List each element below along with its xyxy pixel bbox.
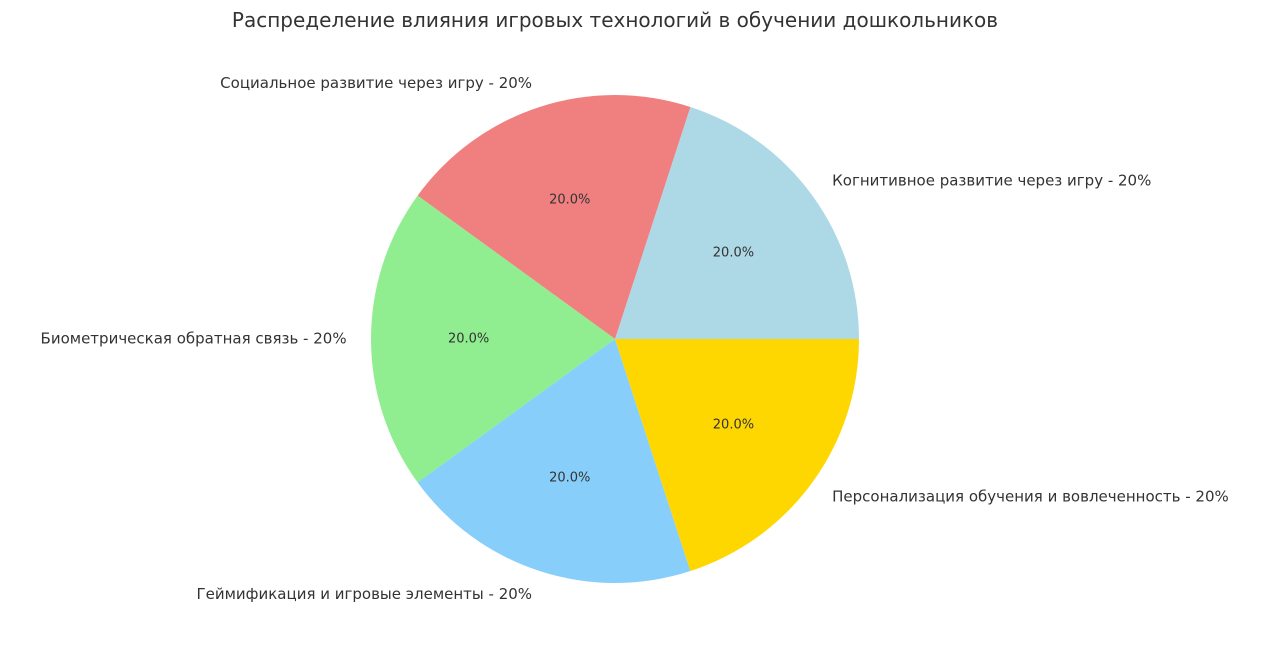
pie-slice [615,339,859,572]
slice-percent-label: 20.0% [713,245,754,260]
pie-percent-labels: 20.0% 20.0% 20.0% 20.0% 20.0% [448,192,754,485]
slice-percent-label: 20.0% [549,192,590,207]
slice-category-label: Персонализация обучения и вовлеченность … [832,487,1229,505]
pie-slice [615,106,859,340]
slice-category-label: Биометрическая обратная связь - 20% [41,330,347,348]
pie-slice [417,94,691,339]
pie-slice [417,339,691,583]
pie-slices [371,94,859,583]
slice-percent-label: 20.0% [549,471,590,486]
slice-category-label: Геймификация и игровые элементы - 20% [196,585,532,603]
slice-category-label: Когнитивное развитие через игру - 20% [832,172,1151,190]
slice-category-label: Социальное развитие через игру - 20% [220,74,532,92]
slice-percent-label: 20.0% [448,332,489,347]
chart-title: Распределение влияния игровых технологий… [232,8,998,32]
slice-percent-label: 20.0% [713,418,754,433]
pie-slice [371,195,615,483]
pie-slice-labels: Когнитивное развитие через игру - 20% Соц… [41,74,1229,603]
